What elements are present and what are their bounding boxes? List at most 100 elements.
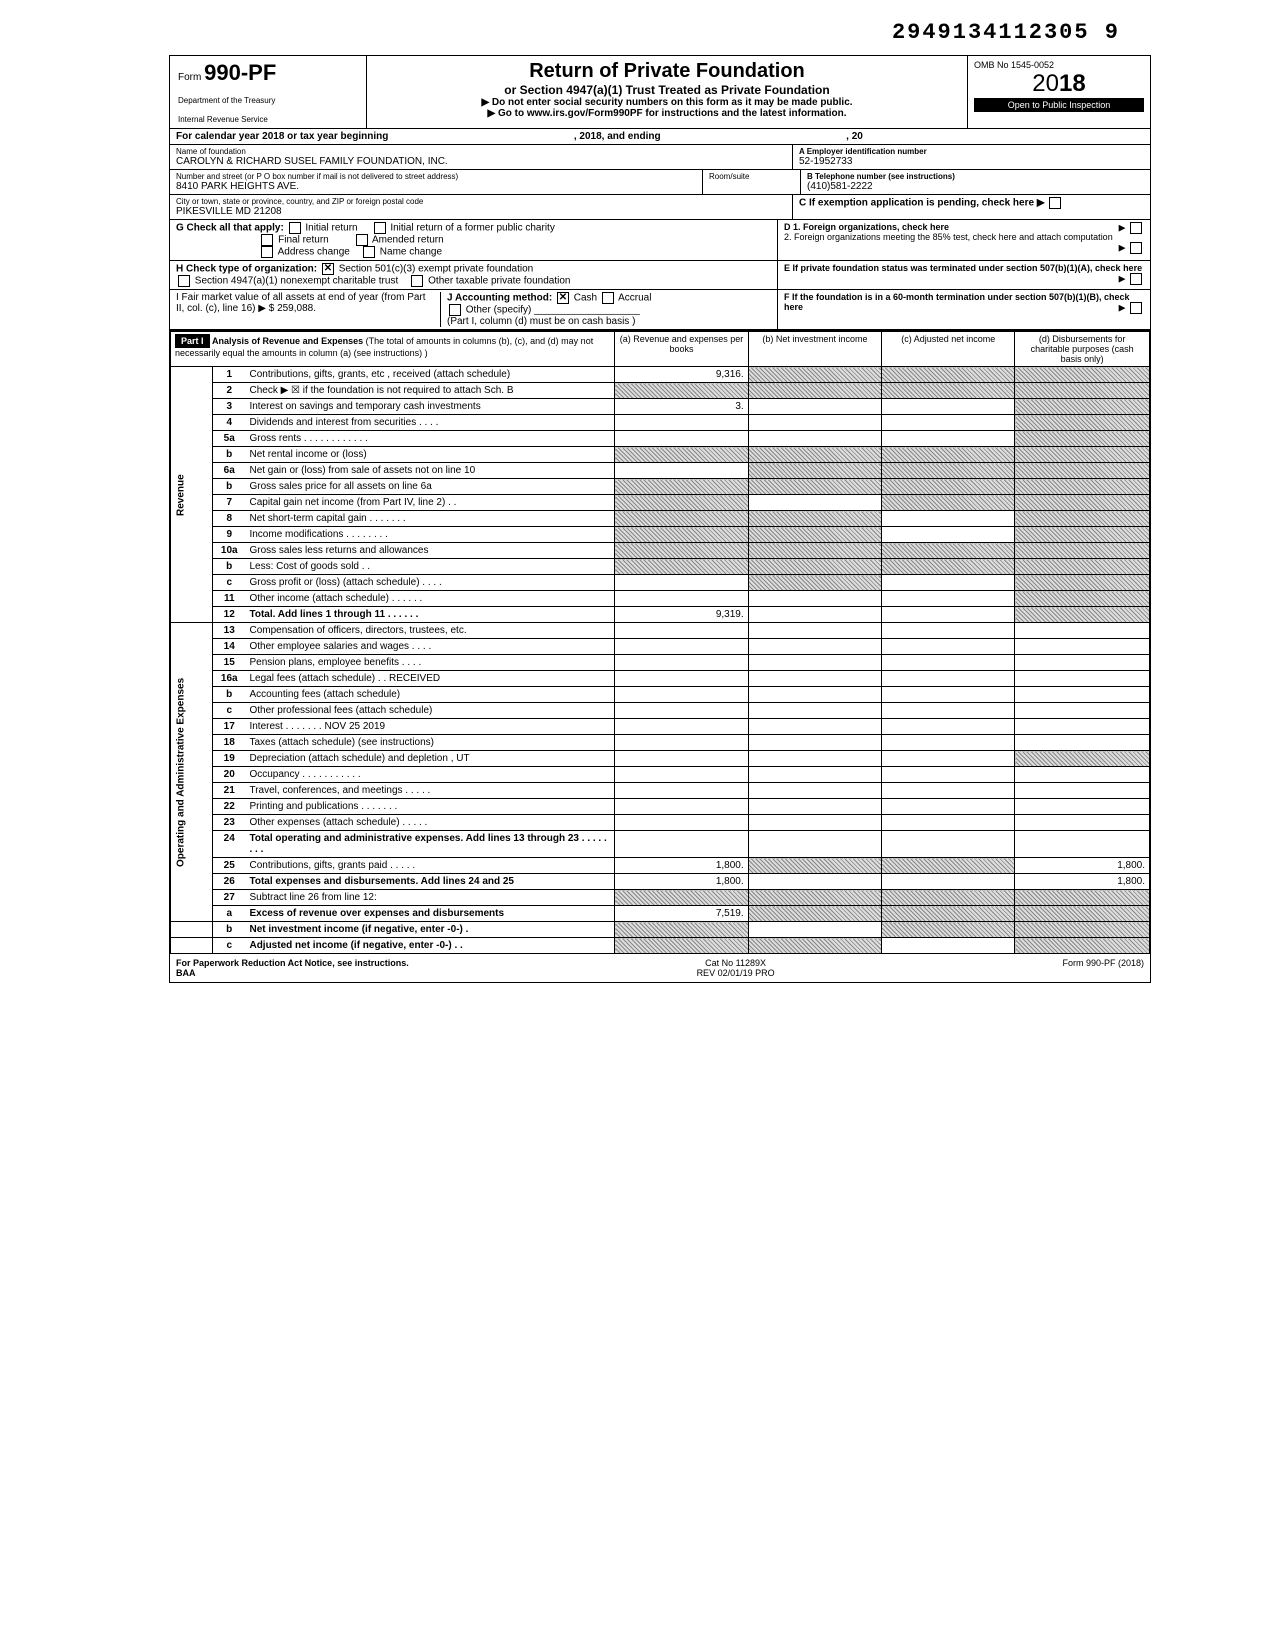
g-amended-checkbox[interactable]: [356, 234, 368, 246]
cell: [748, 906, 882, 922]
period-row: For calendar year 2018 or tax year begin…: [170, 129, 1150, 145]
line-desc: Dividends and interest from securities .…: [245, 415, 614, 431]
cell: [1015, 751, 1150, 767]
h-opt3: Other taxable private foundation: [428, 276, 570, 287]
cell: [615, 447, 748, 463]
j-other-checkbox[interactable]: [449, 304, 461, 316]
j-accrual-checkbox[interactable]: [602, 292, 614, 304]
line-desc: Interest on savings and temporary cash i…: [245, 399, 614, 415]
line-no: 26: [213, 874, 246, 890]
cell: [748, 735, 882, 751]
addr-value: 8410 PARK HEIGHTS AVE.: [176, 181, 696, 192]
cell: [748, 559, 882, 575]
g-namechange-checkbox[interactable]: [363, 246, 375, 258]
cell: [1015, 623, 1150, 639]
cell: [882, 399, 1015, 415]
c-block: C If exemption application is pending, c…: [793, 195, 1150, 219]
line-no: 3: [213, 399, 246, 415]
h-501c3-checkbox[interactable]: [322, 263, 334, 275]
cell: [1015, 543, 1150, 559]
line-no: 12: [213, 607, 246, 623]
line-20: 20Occupancy . . . . . . . . . . .: [171, 767, 1150, 783]
period-mid: , 2018, and ending: [574, 131, 661, 142]
cell: [748, 527, 882, 543]
cell: [882, 767, 1015, 783]
g-former-checkbox[interactable]: [374, 222, 386, 234]
line-3: 3 Interest on savings and temporary cash…: [171, 399, 1150, 415]
g-final-checkbox[interactable]: [261, 234, 273, 246]
line-no: a: [213, 906, 246, 922]
cell: [615, 415, 748, 431]
j-cash-checkbox[interactable]: [557, 292, 569, 304]
cell: [748, 463, 882, 479]
h-4947-checkbox[interactable]: [178, 275, 190, 287]
cell: [748, 447, 882, 463]
cell: [1015, 890, 1150, 906]
line-25-a: 1,800.: [615, 858, 748, 874]
line-desc: Total operating and administrative expen…: [245, 831, 614, 858]
cell: [1015, 906, 1150, 922]
cell: [1015, 447, 1150, 463]
d2-checkbox[interactable]: [1130, 242, 1142, 254]
line-desc: Net rental income or (loss): [245, 447, 614, 463]
e-checkbox[interactable]: [1130, 273, 1142, 285]
line-no: c: [213, 575, 246, 591]
cell: [882, 890, 1015, 906]
cell: [882, 383, 1015, 399]
line-no: b: [213, 479, 246, 495]
cell: [615, 575, 748, 591]
f-checkbox[interactable]: [1130, 302, 1142, 314]
form-title: Return of Private Foundation: [375, 60, 959, 83]
addr-phone-row: Number and street (or P O box number if …: [170, 170, 1150, 195]
cell: [1015, 591, 1150, 607]
h-section: H Check type of organization: Section 50…: [170, 261, 777, 289]
revenue-sidelabel: Revenue: [171, 367, 213, 623]
g-initial-checkbox[interactable]: [289, 222, 301, 234]
cell: [1015, 687, 1150, 703]
line-no: 1: [213, 367, 246, 383]
line-desc: Travel, conferences, and meetings . . . …: [245, 783, 614, 799]
line-no: b: [213, 922, 246, 938]
line-desc: Taxes (attach schedule) (see instruction…: [245, 735, 614, 751]
d1-checkbox[interactable]: [1130, 222, 1142, 234]
g-section: G Check all that apply: Initial return I…: [170, 220, 777, 260]
line-no: 11: [213, 591, 246, 607]
line-no: 7: [213, 495, 246, 511]
cell: [1015, 719, 1150, 735]
cell: [748, 383, 882, 399]
line-no: 19: [213, 751, 246, 767]
g-address-checkbox[interactable]: [261, 246, 273, 258]
ein-value: 52-1952733: [799, 156, 1144, 167]
line-no: 23: [213, 815, 246, 831]
cell: [615, 623, 748, 639]
line-13: Operating and Administrative Expenses 13…: [171, 623, 1150, 639]
cell: [1015, 922, 1150, 938]
cell: [615, 703, 748, 719]
e-section: E If private foundation status was termi…: [777, 261, 1150, 289]
cell: [615, 479, 748, 495]
line-desc: Pension plans, employee benefits . . . .: [245, 655, 614, 671]
cell: [882, 703, 1015, 719]
line-no: 22: [213, 799, 246, 815]
c-checkbox[interactable]: [1049, 197, 1061, 209]
cell: [1015, 639, 1150, 655]
cell: [882, 783, 1015, 799]
h-other-checkbox[interactable]: [411, 275, 423, 287]
expenses-sidelabel: Operating and Administrative Expenses: [171, 623, 213, 922]
line-desc: Subtract line 26 from line 12:: [245, 890, 614, 906]
line-desc: Other expenses (attach schedule) . . . .…: [245, 815, 614, 831]
line-desc: Excess of revenue over expenses and disb…: [245, 906, 614, 922]
line-6a: 6a Net gain or (loss) from sale of asset…: [171, 463, 1150, 479]
line-10b: b Less: Cost of goods sold . .: [171, 559, 1150, 575]
line-no: 25: [213, 858, 246, 874]
line-no: b: [213, 559, 246, 575]
name-block: Name of foundation CAROLYN & RICHARD SUS…: [170, 145, 793, 169]
line-no: 20: [213, 767, 246, 783]
period-begin: For calendar year 2018 or tax year begin…: [176, 131, 388, 142]
line-16b: bAccounting fees (attach schedule): [171, 687, 1150, 703]
line-26-a: 1,800.: [615, 874, 748, 890]
cell: [615, 671, 748, 687]
cell: [882, 575, 1015, 591]
line-desc: Compensation of officers, directors, tru…: [245, 623, 614, 639]
cell: [748, 575, 882, 591]
